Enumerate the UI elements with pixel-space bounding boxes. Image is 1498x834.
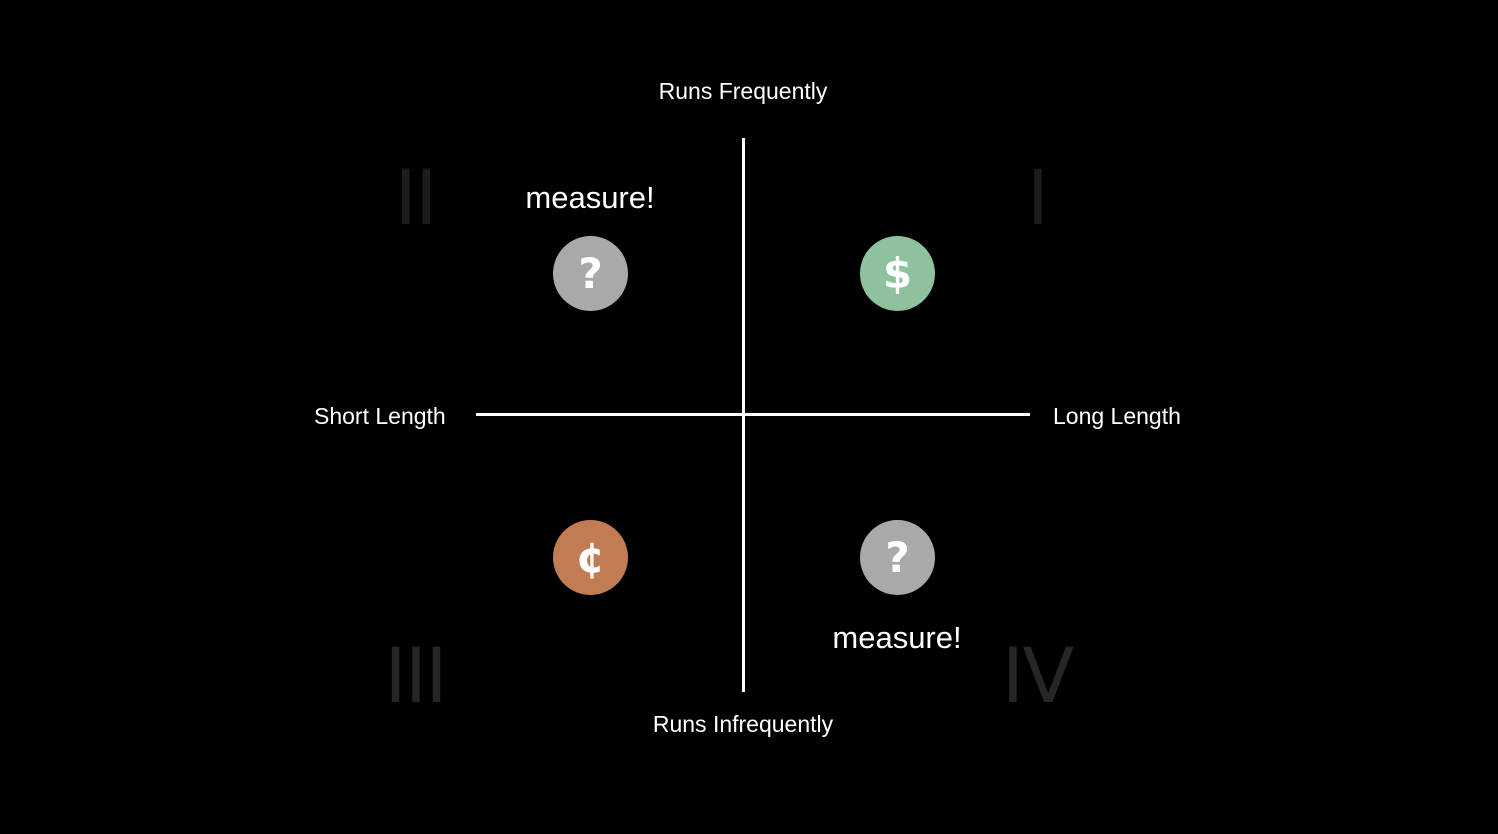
quadrant-numeral-ii: II [394,153,438,242]
quadrant-numeral-iv: IV [1001,631,1074,720]
quadrant-numeral-iii: III [384,631,447,720]
question-icon: ? [860,520,935,595]
coin-symbol-q3: ¢ [575,532,606,582]
measure-note-q4: measure! [832,620,962,655]
cent-icon: ¢ [553,520,628,595]
dollar-icon: $ [860,236,935,311]
question-icon: ? [553,236,628,311]
axis-label-right: Long Length [1053,403,1181,429]
coin-symbol-q2: ? [578,248,603,298]
axis-label-bottom: Runs Infrequently [652,711,834,737]
quadrant-numeral-i: I [1026,153,1049,242]
horizontal-axis [476,413,1030,416]
coin-symbol-q1: $ [882,248,913,298]
axis-label-left: Short Length [314,403,446,429]
measure-note-q2: measure! [525,180,655,215]
axis-label-top: Runs Frequently [658,78,828,104]
coin-symbol-q4: ? [885,532,910,582]
